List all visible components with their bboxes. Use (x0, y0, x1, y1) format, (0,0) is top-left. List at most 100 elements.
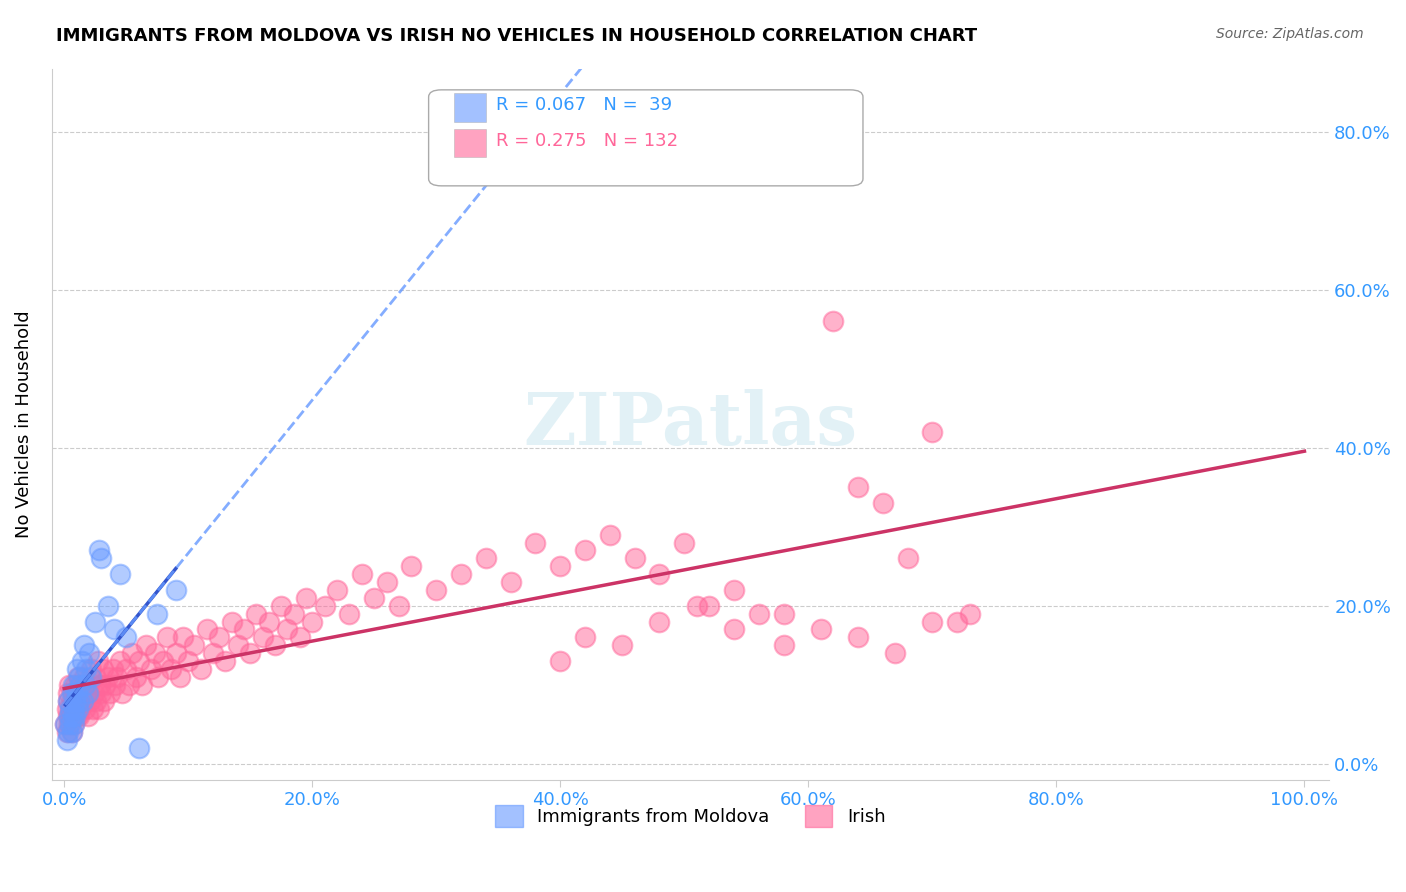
Point (946, 615, 969, 629)
Point (276, 623, 298, 637)
Point (143, 646, 166, 660)
Point (921, 425, 943, 439)
Point (117, 678, 139, 692)
Point (623, 551, 645, 566)
Point (56, 693, 79, 707)
Point (62, 686, 84, 700)
Point (67, 670, 90, 684)
Point (183, 638, 205, 652)
Point (70, 686, 93, 700)
Point (65, 693, 87, 707)
Point (165, 646, 187, 660)
Point (66, 701, 89, 715)
Point (58, 709, 80, 723)
Point (846, 480, 869, 494)
Point (201, 646, 224, 660)
Point (226, 638, 249, 652)
Point (66, 701, 89, 715)
Point (283, 607, 305, 621)
Text: Source: ZipAtlas.com: Source: ZipAtlas.com (1216, 27, 1364, 41)
Point (84, 670, 107, 684)
Point (69, 701, 91, 715)
Point (76, 709, 98, 723)
Point (59, 709, 82, 723)
Point (810, 623, 832, 637)
Point (339, 607, 361, 621)
Point (80, 670, 103, 684)
Point (59, 717, 82, 731)
FancyBboxPatch shape (454, 129, 486, 157)
FancyBboxPatch shape (429, 90, 863, 186)
Point (128, 741, 150, 756)
Point (59, 701, 82, 715)
Point (959, 607, 981, 621)
Point (97, 670, 120, 684)
Point (70, 654, 93, 668)
Point (375, 575, 398, 590)
Point (146, 607, 169, 621)
Point (104, 678, 127, 692)
Point (94, 678, 117, 692)
Point (115, 662, 138, 676)
Text: ZIPatlas: ZIPatlas (523, 389, 858, 459)
Point (75, 701, 97, 715)
Point (101, 662, 124, 676)
Point (107, 670, 129, 684)
Point (921, 615, 943, 629)
Point (169, 670, 191, 684)
Point (76, 686, 98, 700)
Point (823, 314, 845, 328)
Point (165, 582, 187, 597)
Point (56, 693, 79, 707)
Point (239, 646, 262, 660)
Point (69, 678, 91, 692)
Point (772, 607, 794, 621)
Point (673, 535, 696, 549)
Point (77, 678, 100, 692)
Point (548, 654, 571, 668)
Point (245, 607, 267, 621)
Point (60, 693, 83, 707)
Point (69, 678, 91, 692)
Point (131, 678, 153, 692)
Point (128, 654, 150, 668)
Point (67, 709, 90, 723)
Point (135, 638, 157, 652)
Point (55, 717, 77, 731)
Point (80, 662, 103, 676)
Point (233, 623, 256, 637)
Point (425, 582, 447, 597)
Point (87, 543, 110, 558)
Point (388, 599, 411, 613)
Point (326, 582, 349, 597)
Point (524, 535, 547, 549)
Point (599, 527, 621, 541)
Point (115, 631, 138, 645)
Point (139, 662, 162, 676)
Point (797, 164, 820, 178)
Point (67, 693, 90, 707)
Point (108, 567, 131, 582)
Point (65, 686, 87, 700)
Point (108, 654, 131, 668)
Point (97, 599, 120, 613)
Point (76, 662, 98, 676)
Point (55, 733, 77, 747)
Point (55, 725, 77, 739)
Point (723, 623, 745, 637)
Point (73, 670, 96, 684)
Point (59, 701, 82, 715)
Point (62, 709, 84, 723)
Point (77, 646, 100, 660)
Point (63, 701, 86, 715)
Point (499, 575, 522, 590)
Point (190, 662, 212, 676)
Point (295, 591, 318, 605)
Point (84, 615, 107, 629)
Point (208, 631, 231, 645)
Point (58, 678, 80, 692)
Point (65, 678, 87, 692)
Point (87, 701, 110, 715)
Point (896, 551, 918, 566)
Point (63, 701, 86, 715)
